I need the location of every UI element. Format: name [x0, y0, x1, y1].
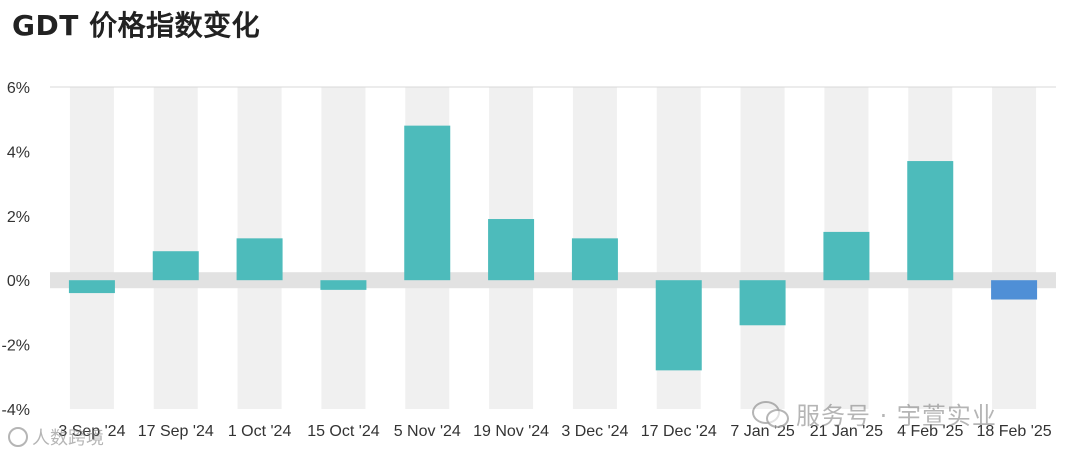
x-tick-label: 3 Dec '24: [561, 423, 628, 440]
y-tick-label: 0%: [7, 273, 30, 290]
bar: [152, 251, 199, 281]
x-tick-label: 15 Oct '24: [307, 423, 380, 440]
y-tick-label: 2%: [7, 209, 30, 226]
x-tick-label: 21 Jan '25: [810, 423, 883, 440]
y-tick-label: -2%: [2, 338, 30, 355]
circle-logo-icon: [8, 427, 28, 447]
bar: [68, 280, 115, 294]
x-tick-label: 19 Nov '24: [473, 423, 549, 440]
bar: [739, 280, 786, 326]
watermark-text: 服务号 · 宇萱实业: [796, 402, 997, 430]
bar: [488, 219, 535, 281]
column-band: [153, 87, 198, 409]
column-band: [740, 87, 785, 409]
x-tick-label: 5 Nov '24: [394, 423, 461, 440]
y-tick-label: -4%: [2, 402, 30, 419]
x-tick-label: 17 Dec '24: [641, 423, 717, 440]
bar: [655, 280, 702, 371]
bar: [907, 161, 954, 281]
x-tick-label: 17 Sep '24: [138, 423, 214, 440]
column-band: [321, 87, 366, 409]
signature: 人数跨境: [8, 424, 104, 450]
wechat-icon: [752, 399, 789, 429]
bar: [236, 238, 283, 281]
x-tick-label: 3 Sep '24: [58, 423, 125, 440]
column-band: [992, 87, 1037, 409]
chart-title: GDT 价格指数变化: [12, 9, 261, 42]
x-tick-label: 4 Feb '25: [897, 423, 963, 440]
bar: [404, 125, 451, 281]
bar: [571, 238, 618, 281]
bar: [320, 280, 367, 290]
y-tick-label: 6%: [7, 80, 30, 97]
column-band: [69, 87, 114, 409]
x-tick-label: 1 Oct '24: [228, 423, 292, 440]
zero-band: [50, 272, 1056, 289]
bar: [823, 231, 870, 281]
x-tick-label: 18 Feb '25: [977, 423, 1052, 440]
watermark: 服务号 · 宇萱实业: [752, 396, 997, 431]
signature-text: 人数跨境: [32, 428, 104, 449]
y-tick-label: 4%: [7, 144, 30, 161]
bar: [991, 280, 1038, 300]
